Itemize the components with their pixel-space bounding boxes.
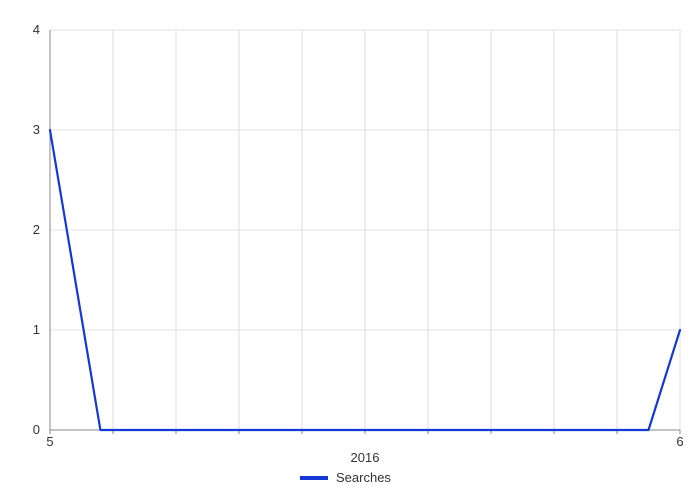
svg-text:2: 2 (33, 222, 40, 237)
svg-text:4: 4 (33, 22, 40, 37)
legend-swatch (300, 476, 328, 480)
svg-text:2016: 2016 (351, 450, 380, 465)
chart-container: HOSTEL TARRACO GOLF SOCIEDAD LIMITADA. (… (0, 0, 700, 500)
svg-text:3: 3 (33, 122, 40, 137)
svg-text:1: 1 (33, 322, 40, 337)
chart-plot: 0 1 2 3 4 5 6 2016 (0, 0, 700, 500)
legend: Searches (300, 470, 391, 485)
svg-text:5: 5 (46, 434, 53, 449)
svg-text:6: 6 (676, 434, 683, 449)
svg-text:0: 0 (33, 422, 40, 437)
legend-label: Searches (336, 470, 391, 485)
